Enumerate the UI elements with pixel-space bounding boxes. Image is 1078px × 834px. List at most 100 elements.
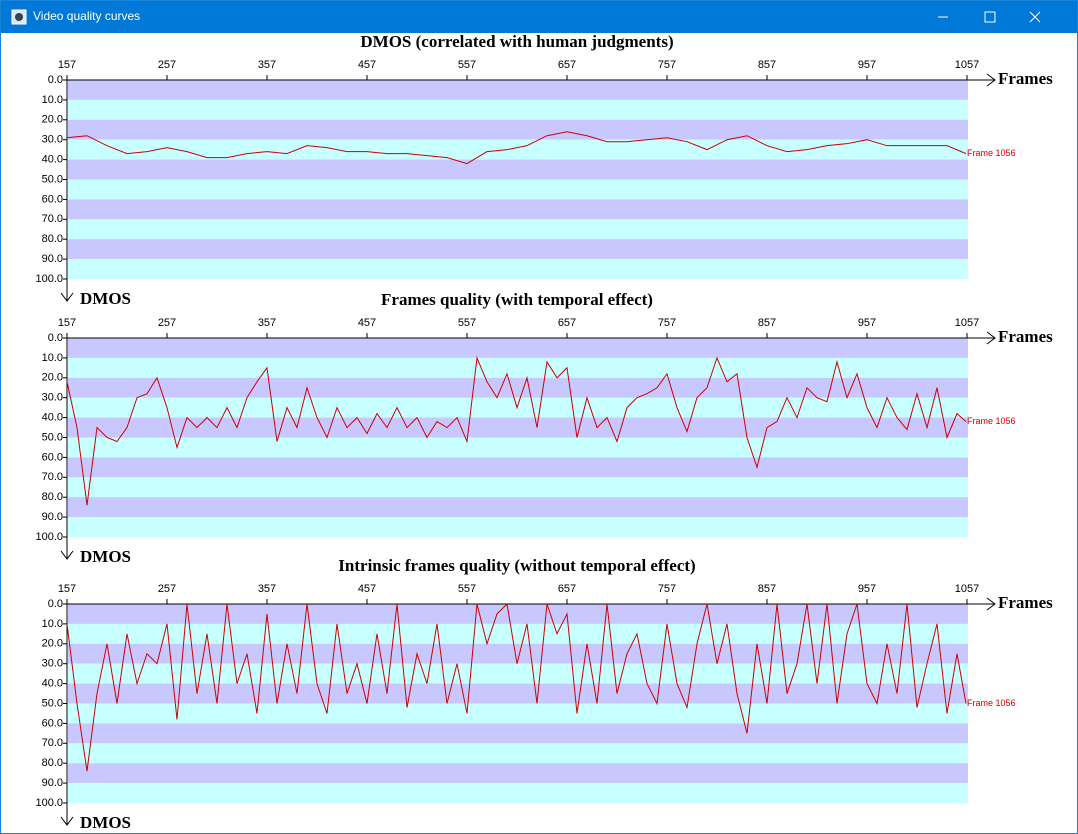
y-tick-label: 20.0 xyxy=(42,114,63,126)
x-axis-label: Frames xyxy=(998,593,1053,612)
band xyxy=(68,743,968,764)
x-tick-label: 457 xyxy=(358,583,376,595)
x-tick-label: 1057 xyxy=(955,317,979,329)
y-tick-label: 100.0 xyxy=(35,797,63,809)
band xyxy=(68,80,968,100)
app-icon xyxy=(11,9,27,25)
y-tick-label: 60.0 xyxy=(42,451,63,463)
band xyxy=(68,783,968,803)
x-tick-label: 657 xyxy=(558,583,576,595)
band xyxy=(68,457,968,478)
x-tick-label: 1057 xyxy=(955,583,979,595)
x-tick-label: 857 xyxy=(758,59,776,71)
band xyxy=(68,159,968,180)
y-tick-label: 90.0 xyxy=(42,253,63,265)
x-tick-label: 1057 xyxy=(955,59,979,71)
title-bar: Video quality curves xyxy=(1,1,1077,33)
band xyxy=(68,643,968,664)
band xyxy=(68,239,968,260)
band xyxy=(68,663,968,684)
band xyxy=(68,703,968,724)
y-tick-label: 30.0 xyxy=(42,134,63,146)
x-axis xyxy=(67,73,996,87)
y-tick-label: 0.0 xyxy=(48,598,63,610)
band xyxy=(68,377,968,398)
x-tick-label: 757 xyxy=(658,317,676,329)
x-axis xyxy=(67,597,996,611)
series-line xyxy=(66,602,967,772)
y-axis-label: DMOS xyxy=(80,547,131,566)
y-tick-label: 70.0 xyxy=(42,471,63,483)
x-tick-label: 357 xyxy=(258,317,276,329)
y-tick-label: 20.0 xyxy=(42,638,63,650)
window-controls xyxy=(938,11,1041,23)
x-tick-label: 857 xyxy=(758,317,776,329)
band xyxy=(68,397,968,418)
end-annotation: Frame 1056 xyxy=(967,416,1016,426)
band xyxy=(68,119,968,140)
series-line xyxy=(66,355,967,506)
y-tick-label: 80.0 xyxy=(42,491,63,503)
y-tick-label: 10.0 xyxy=(42,94,63,106)
x-tick-label: 157 xyxy=(58,583,76,595)
band xyxy=(68,477,968,498)
x-tick-label: 657 xyxy=(558,59,576,71)
band xyxy=(68,99,968,120)
y-tick-label: 30.0 xyxy=(42,392,63,404)
band xyxy=(68,199,968,220)
y-tick-label: 40.0 xyxy=(42,412,63,424)
chart-title: Intrinsic frames quality (without tempor… xyxy=(338,556,695,575)
y-tick-label: 0.0 xyxy=(48,332,63,344)
x-axis-label: Frames xyxy=(998,69,1053,88)
y-tick-label: 20.0 xyxy=(42,372,63,384)
x-tick-label: 157 xyxy=(58,317,76,329)
x-tick-label: 157 xyxy=(58,59,76,71)
x-tick-label: 257 xyxy=(158,317,176,329)
band xyxy=(68,179,968,200)
end-annotation: Frame 1056 xyxy=(967,698,1016,708)
y-tick-label: 70.0 xyxy=(42,737,63,749)
y-axis xyxy=(60,338,74,560)
x-tick-label: 957 xyxy=(858,59,876,71)
y-tick-label: 10.0 xyxy=(42,618,63,630)
y-tick-label: 80.0 xyxy=(42,233,63,245)
x-tick-label: 657 xyxy=(558,317,576,329)
maximize-button[interactable] xyxy=(984,11,996,23)
y-tick-label: 30.0 xyxy=(42,658,63,670)
y-tick-label: 0.0 xyxy=(48,74,63,86)
x-tick-label: 957 xyxy=(858,583,876,595)
y-axis-label: DMOS xyxy=(80,289,131,308)
band xyxy=(68,723,968,744)
x-tick-label: 457 xyxy=(358,59,376,71)
y-tick-label: 50.0 xyxy=(42,173,63,185)
end-annotation: Frame 1056 xyxy=(967,148,1016,158)
x-axis xyxy=(67,331,996,345)
y-tick-label: 50.0 xyxy=(42,431,63,443)
series-line xyxy=(66,131,967,165)
band xyxy=(68,417,968,438)
band xyxy=(68,604,968,624)
close-button[interactable] xyxy=(1029,11,1041,23)
y-tick-label: 100.0 xyxy=(35,531,63,543)
band xyxy=(68,338,968,358)
window-title: Video quality curves xyxy=(33,9,141,23)
y-tick-label: 50.0 xyxy=(42,697,63,709)
band xyxy=(68,259,968,279)
x-axis-label: Frames xyxy=(998,327,1053,346)
band xyxy=(68,497,968,518)
y-tick-label: 70.0 xyxy=(42,213,63,225)
y-tick-label: 80.0 xyxy=(42,757,63,769)
y-tick-label: 40.0 xyxy=(42,154,63,166)
x-tick-label: 857 xyxy=(758,583,776,595)
band xyxy=(68,683,968,704)
x-tick-label: 257 xyxy=(158,583,176,595)
x-tick-label: 257 xyxy=(158,59,176,71)
x-tick-label: 957 xyxy=(858,317,876,329)
chart-title: DMOS (correlated with human judgments) xyxy=(360,33,673,51)
y-tick-label: 90.0 xyxy=(42,777,63,789)
y-axis xyxy=(60,80,74,302)
y-axis xyxy=(60,604,74,826)
band xyxy=(68,517,968,537)
band xyxy=(68,139,968,160)
